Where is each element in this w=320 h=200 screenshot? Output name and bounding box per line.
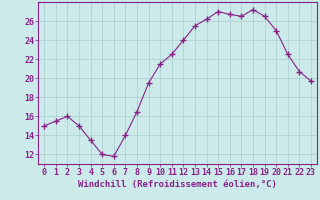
X-axis label: Windchill (Refroidissement éolien,°C): Windchill (Refroidissement éolien,°C) xyxy=(78,180,277,189)
